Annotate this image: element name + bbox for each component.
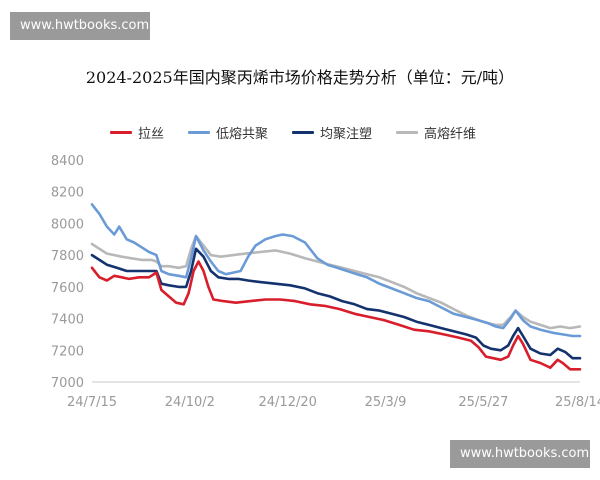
legend-swatch-low-melt-copolymer bbox=[188, 130, 211, 134]
x-tick-label: 24/10/2 bbox=[165, 395, 215, 410]
legend-label-lasi: 拉丝 bbox=[138, 126, 165, 142]
x-tick-label: 25/8/14 bbox=[555, 395, 600, 410]
y-tick-label: 7600 bbox=[51, 281, 84, 296]
legend-swatch-homopolymer-injection bbox=[292, 130, 315, 134]
legend-label-high-melt-fiber: 高熔纤维 bbox=[424, 126, 477, 142]
x-tick-label: 24/12/20 bbox=[259, 395, 317, 410]
legend-label-low-melt-copolymer: 低熔共聚 bbox=[216, 126, 269, 142]
y-tick-label: 7000 bbox=[51, 376, 84, 391]
x-tick-label: 24/7/15 bbox=[67, 395, 117, 410]
x-tick-label: 25/3/9 bbox=[365, 395, 407, 410]
legend-item-high-melt-fiber: 高熔纤维 bbox=[396, 123, 476, 142]
watermark-bottom: www.hwtbooks.com bbox=[450, 440, 590, 468]
series-line-0 bbox=[90, 260, 582, 371]
y-tick-label: 8200 bbox=[51, 186, 84, 201]
legend-item-low-melt-copolymer: 低熔共聚 bbox=[188, 123, 268, 142]
watermark-top: www.hwtbooks.com bbox=[10, 12, 150, 40]
legend-swatch-lasi bbox=[110, 130, 132, 134]
series-line-3 bbox=[90, 234, 582, 330]
legend-item-homopolymer-injection: 均聚注塑 bbox=[292, 123, 372, 142]
legend-swatch-high-melt-fiber bbox=[396, 130, 419, 134]
y-tick-label: 7200 bbox=[51, 344, 84, 359]
series-line-1 bbox=[90, 203, 582, 338]
y-tick-label: 8400 bbox=[51, 154, 84, 169]
legend-item-lasi: 拉丝 bbox=[110, 123, 164, 142]
y-tick-label: 8000 bbox=[51, 217, 84, 232]
x-tick-label: 25/5/27 bbox=[458, 395, 508, 410]
legend-label-homopolymer-injection: 均聚注塑 bbox=[320, 126, 373, 142]
y-tick-label: 7400 bbox=[51, 313, 84, 328]
y-tick-label: 7800 bbox=[51, 249, 84, 264]
chart-title: 2024-2025年国内聚丙烯市场价格走势分析（单位：元/吨） bbox=[85, 68, 515, 87]
chart-legend: 拉丝 低熔共聚 均聚注塑 高熔纤维 bbox=[110, 122, 580, 142]
series-line-2 bbox=[90, 247, 582, 360]
